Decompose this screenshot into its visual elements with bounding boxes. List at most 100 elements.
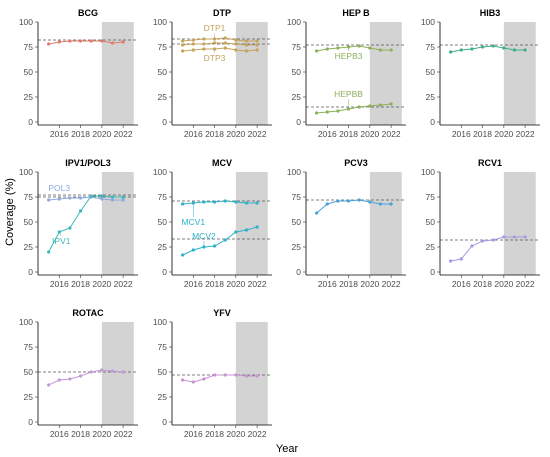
data-point: [47, 250, 51, 254]
data-point: [470, 244, 474, 248]
pandemic-period-shade: [235, 322, 268, 425]
y-tick-label: 75: [426, 192, 436, 202]
series-label: HEPB3: [335, 51, 363, 61]
pandemic-period-shade: [235, 22, 268, 125]
data-point: [68, 226, 72, 230]
data-point: [244, 49, 249, 53]
panel-rotac: ROTAC 0 25 50 75 100 2016 2018 2020 2022: [19, 308, 138, 439]
x-tick-label: 2020: [92, 429, 111, 439]
series-label: IPV1: [52, 236, 71, 246]
y-tick-label: 100: [153, 167, 167, 177]
data-point: [234, 230, 238, 234]
y-tick-label: 75: [24, 342, 34, 352]
y-tick-label: 25: [24, 392, 34, 402]
data-point: [121, 370, 125, 374]
data-point: [389, 48, 393, 52]
x-tick-label: 2016: [184, 429, 203, 439]
data-point: [368, 46, 372, 50]
data-point: [491, 44, 495, 48]
y-tick-label: 0: [28, 117, 33, 127]
data-point: [315, 111, 319, 115]
series-label: POL3: [48, 183, 70, 193]
y-tick-label: 0: [296, 267, 301, 277]
x-tick-label: 2022: [248, 279, 267, 289]
data-point: [244, 39, 249, 43]
data-point: [110, 198, 115, 202]
panel-hep-b: HEP B HEPB3 HEPBB 0 25 50 75 100 2016 2018 2020 202…: [287, 8, 406, 139]
data-point: [357, 198, 361, 202]
x-tick-label: 2022: [114, 279, 133, 289]
x-tick-label: 2020: [226, 129, 245, 139]
x-tick-label: 2016: [50, 279, 69, 289]
x-tick-label: 2018: [71, 429, 90, 439]
data-point: [470, 47, 474, 51]
x-tick-label: 2020: [92, 279, 111, 289]
x-tick-label: 2016: [184, 279, 203, 289]
data-point: [57, 378, 61, 382]
data-point: [459, 48, 463, 52]
data-point: [191, 380, 195, 384]
panel-rcv1: RCV1 0 25 50 75 100 2016 2018 2020 2022: [421, 158, 540, 289]
data-point: [223, 46, 227, 50]
series-line: [48, 195, 124, 253]
data-point: [234, 373, 238, 377]
x-tick-label: 2022: [114, 429, 133, 439]
data-point: [315, 211, 319, 215]
data-point: [480, 239, 485, 243]
x-tick-label: 2022: [516, 129, 535, 139]
data-point: [89, 370, 93, 374]
series-line: [182, 42, 258, 46]
panel-dtp: DTP DTP1 DTP3 0 25 50 75 100 2016 2018 2020 2022: [153, 8, 272, 139]
y-tick-label: 0: [28, 267, 33, 277]
y-tick-label: 25: [158, 92, 168, 102]
panel-title: PCV3: [344, 158, 368, 168]
data-point: [78, 39, 83, 43]
data-point: [181, 253, 185, 257]
y-tick-label: 75: [158, 342, 168, 352]
y-tick-label: 50: [292, 217, 302, 227]
x-tick-label: 2020: [360, 129, 379, 139]
x-tick-label: 2016: [452, 129, 471, 139]
data-point: [89, 39, 93, 43]
data-point: [512, 235, 517, 239]
data-point: [325, 47, 329, 51]
data-point: [223, 199, 227, 203]
pandemic-period-shade: [369, 22, 402, 125]
data-point: [68, 377, 72, 381]
y-tick-label: 50: [158, 67, 168, 77]
data-point: [191, 42, 195, 46]
series-line: [182, 226, 258, 256]
data-point: [325, 202, 329, 206]
data-point: [244, 374, 249, 378]
data-point: [378, 202, 383, 206]
series-line: [316, 45, 392, 52]
data-point: [368, 200, 372, 204]
x-tick-label: 2016: [184, 129, 203, 139]
data-point: [389, 102, 393, 106]
panel-title: MCV: [212, 158, 232, 168]
pandemic-period-shade: [503, 172, 536, 275]
x-tick-label: 2020: [494, 279, 513, 289]
x-tick-label: 2018: [205, 429, 224, 439]
series-label: DTP1: [204, 23, 226, 33]
y-tick-label: 100: [19, 167, 33, 177]
pandemic-period-shade: [101, 322, 134, 425]
data-point: [100, 197, 104, 201]
data-point: [100, 368, 104, 372]
data-point: [244, 228, 249, 232]
data-point: [255, 43, 259, 47]
series-label: MCV1: [181, 217, 205, 227]
panel-title: DTP: [213, 8, 231, 18]
panel-mcv: MCV MCV1 MCV2 0 25 50 75 100 2016 2018 2020 2022: [153, 158, 272, 289]
y-tick-label: 0: [430, 117, 435, 127]
data-point: [223, 373, 227, 377]
data-point: [191, 38, 195, 42]
y-tick-label: 75: [24, 192, 34, 202]
x-tick-label: 2022: [516, 279, 535, 289]
panel-title: RCV1: [478, 158, 502, 168]
panel-hib3: HIB3 0 25 50 75 100 2016 2018 2020 2022: [421, 8, 540, 139]
x-tick-label: 2016: [452, 279, 471, 289]
x-tick-label: 2016: [50, 129, 69, 139]
